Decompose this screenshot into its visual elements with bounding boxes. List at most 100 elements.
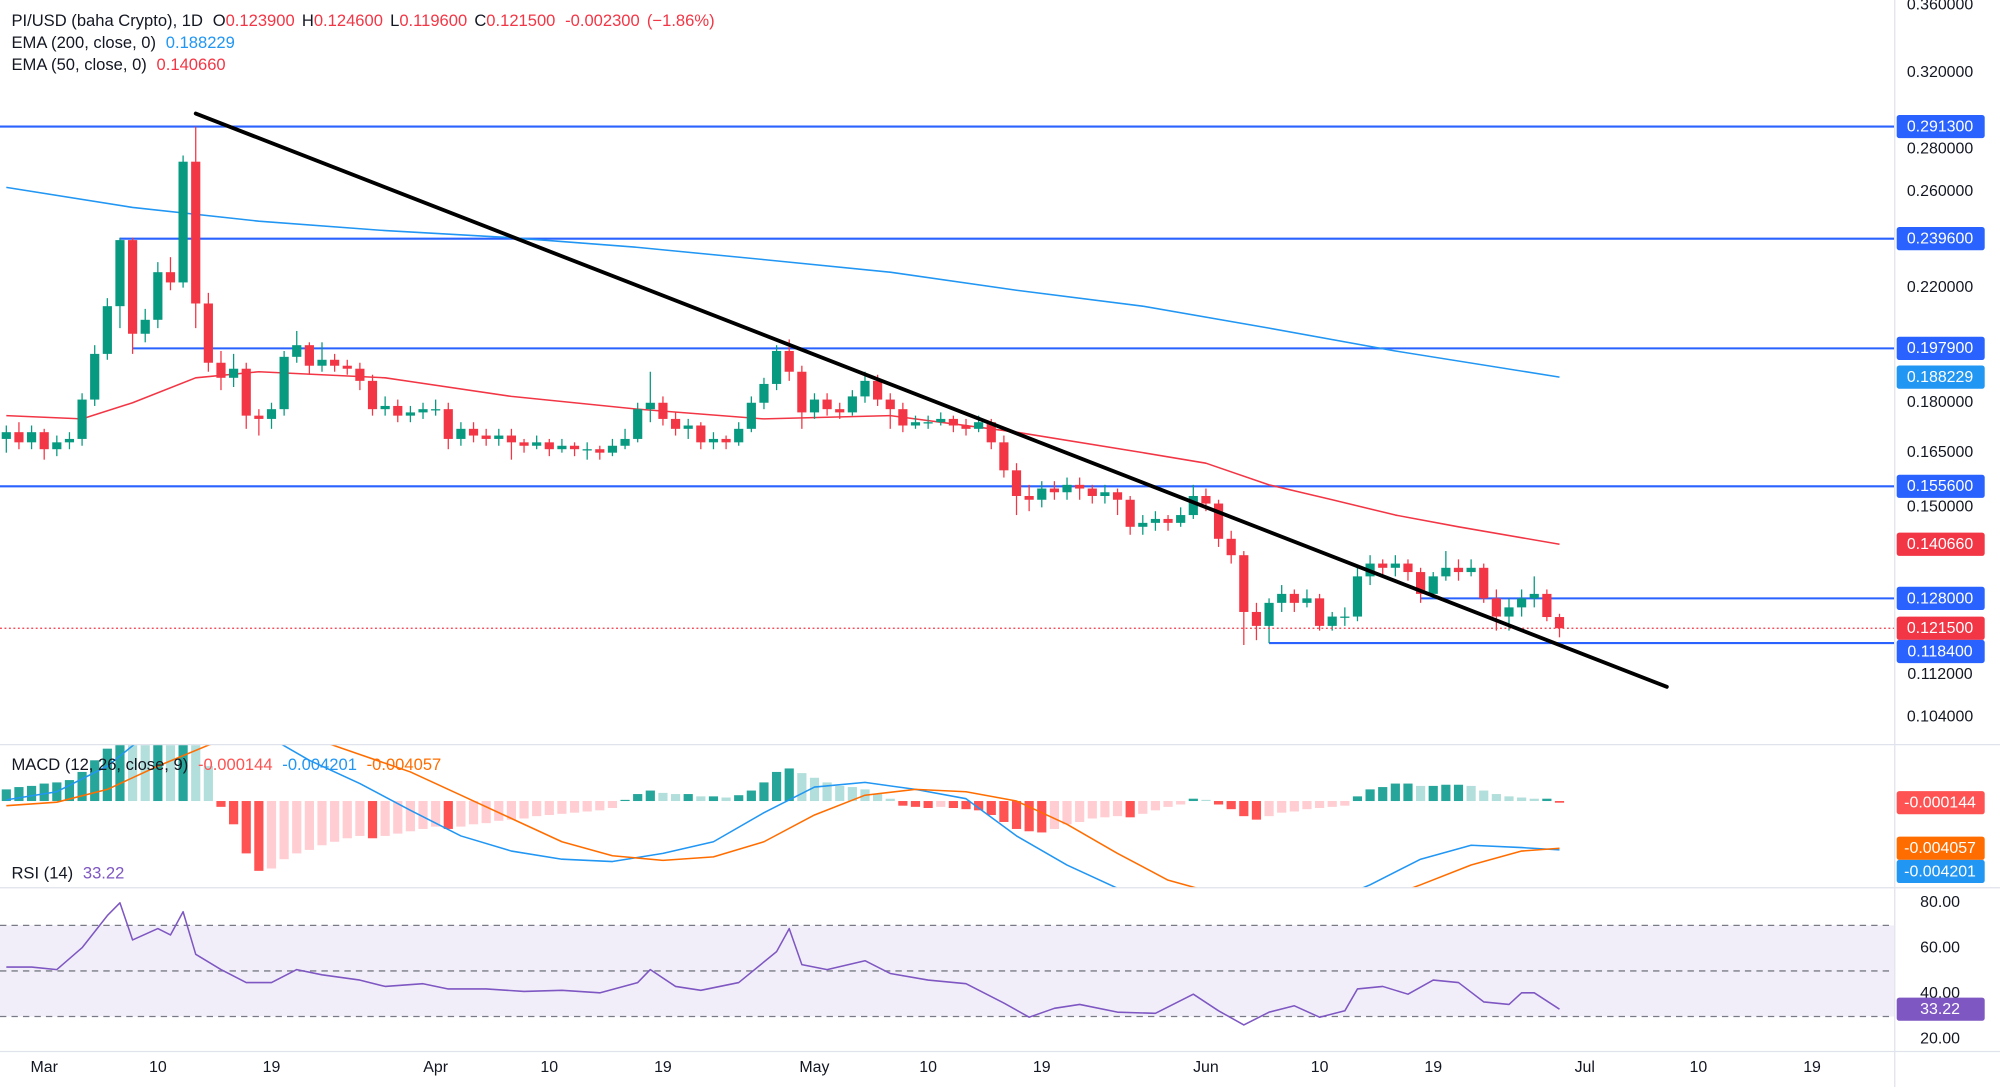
macd-histogram-bar [986, 801, 996, 815]
macd-histogram-bar [1163, 801, 1173, 807]
macd-histogram-bar [582, 801, 592, 812]
macd-legend: MACD (12, 26, close, 9) -0.000144 -0.004… [11, 755, 441, 774]
macd-histogram-bar [873, 794, 883, 802]
macd-histogram-bar [1125, 801, 1135, 818]
x-tick-label: 10 [540, 1058, 558, 1076]
y-tick-label: 0.180000 [1907, 393, 1974, 411]
macd-histogram-bar [355, 801, 365, 836]
price-badge [1896, 859, 1985, 884]
candle-body [1289, 593, 1299, 603]
candle-body [708, 438, 719, 443]
macd-histogram-bar [506, 801, 517, 820]
macd-histogram-bar [759, 782, 769, 802]
candle-body [1378, 563, 1388, 568]
candle-body [1100, 492, 1110, 496]
candle-body [696, 425, 706, 443]
price-pane [0, 111, 1895, 689]
macd-histogram-bar [633, 794, 643, 802]
macd-histogram-bar [380, 801, 390, 836]
macd-histogram-bar [974, 801, 984, 811]
macd-histogram-bar [708, 796, 719, 802]
candle-body [1554, 617, 1565, 629]
macd-histogram-bar [1542, 798, 1552, 802]
macd-histogram-bar [1390, 783, 1400, 802]
macd-histogram-bar [64, 780, 75, 802]
macd-histogram-bar [1024, 801, 1034, 832]
price-badge-label: 0.140660 [1907, 535, 1974, 553]
macd-histogram-bar [1491, 794, 1501, 802]
macd-histogram-bar [923, 801, 933, 809]
candle-body [683, 425, 693, 429]
x-tick-label: May [799, 1058, 829, 1076]
candle-body [1529, 593, 1539, 599]
candle-body [633, 409, 643, 439]
candle-body [1327, 616, 1337, 626]
candle-body [746, 402, 756, 429]
candle-body [532, 442, 542, 446]
macd-histogram-bar [1517, 797, 1527, 802]
macd-title: MACD (12, 26, close, 9) [11, 755, 188, 774]
price-badge [1896, 997, 1985, 1021]
candle-body [1441, 567, 1451, 577]
rsi-line [6, 902, 1560, 1026]
macd-histogram-bar [1213, 801, 1224, 805]
macd-histogram-bar [1428, 785, 1438, 802]
candle-body [1024, 495, 1034, 500]
macd-histogram-bar [557, 801, 567, 814]
macd-histogram-bar [696, 796, 706, 802]
x-tick-label: 10 [919, 1058, 937, 1076]
candle-body [203, 303, 213, 363]
candle-body [191, 161, 201, 304]
macd-histogram-bar [1176, 801, 1186, 805]
macd-histogram-bar [14, 787, 24, 802]
candle-body [1428, 576, 1438, 594]
candle-body [115, 240, 125, 307]
rsi-legend: RSI (14) 33.22 [11, 864, 124, 883]
candle-body [885, 399, 895, 410]
candle-body [367, 380, 378, 410]
candle-body [784, 350, 794, 372]
macd-histogram-bar [772, 771, 782, 802]
candle-body [847, 396, 857, 413]
macd-histogram-bar [254, 801, 264, 871]
candle-body [1264, 602, 1274, 626]
candle-body [658, 402, 668, 419]
x-tick-label: 19 [1803, 1058, 1821, 1076]
price-badge [1896, 791, 1985, 815]
macd-histogram-bar [102, 748, 112, 802]
x-tick-label: Jun [1193, 1058, 1219, 1076]
candle-body [936, 418, 946, 423]
rsi-title: RSI (14) [11, 864, 73, 883]
candle-body [986, 422, 996, 443]
macd-histogram-bar [1188, 798, 1198, 802]
macd-histogram-bar [191, 745, 201, 802]
candle-body [1491, 598, 1501, 617]
x-tick-label: 19 [1033, 1058, 1051, 1076]
macd-line-value: -0.004201 [282, 755, 357, 774]
price-badge-label: -0.000144 [1904, 794, 1976, 812]
candle-body [898, 409, 908, 426]
macd-histogram-bar [317, 801, 327, 846]
price-badge-label: -0.004057 [1904, 839, 1976, 857]
price-badge-label: 33.22 [1920, 1000, 1960, 1018]
y-tick-label: 0.104000 [1907, 708, 1974, 726]
macd-histogram-bar [241, 801, 251, 854]
candle-body [254, 415, 264, 419]
macd-histogram-bar [1277, 801, 1287, 813]
macd-histogram-bar [1352, 796, 1363, 802]
candle-body [1049, 488, 1059, 493]
candle-body [1075, 484, 1085, 489]
ohlc-key: O [213, 11, 226, 30]
macd-histogram-bar [721, 797, 731, 802]
candle-body [468, 428, 479, 436]
macd-histogram-bar [1264, 801, 1274, 817]
candle-body [607, 445, 618, 453]
candle-body [923, 422, 933, 424]
ema-legend: EMA (200, close, 0) 0.188229 [11, 33, 234, 52]
candle-body [557, 445, 567, 450]
candle-body [102, 306, 112, 354]
macd-signal-value: -0.004057 [367, 755, 442, 774]
macd-histogram-bar [342, 801, 352, 839]
macd-histogram-bar [1529, 798, 1539, 802]
macd-histogram-bar [595, 801, 605, 811]
